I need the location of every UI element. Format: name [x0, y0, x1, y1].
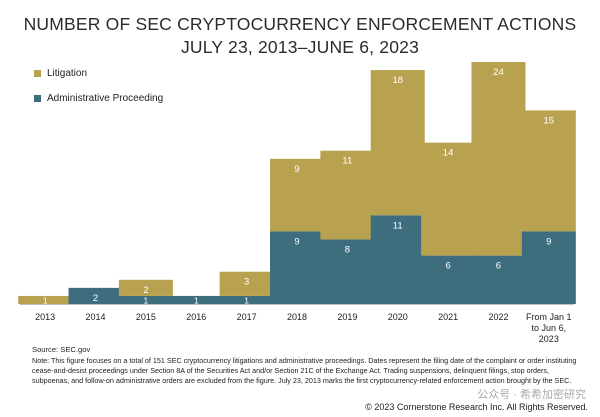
bar-litigation-2019 [320, 150, 375, 240]
bar-litigation-2021 [421, 142, 476, 256]
chart-title: NUMBER OF SEC CRYPTOCURRENCY ENFORCEMENT… [23, 14, 577, 34]
bar-litigation-2015 [118, 279, 173, 296]
bar-litigation-2018 [270, 158, 324, 232]
data-label-litigation-2020: 18 [392, 75, 403, 86]
data-label-litigation-2021: 14 [443, 148, 454, 159]
data-label-administrative-proceeding-2017: 1 [244, 295, 249, 305]
x-tick-label-2018: 2018 [287, 312, 307, 322]
bar-administrative-proceeding-2016 [169, 295, 224, 304]
bar-administrative-proceeding-2015 [118, 295, 173, 304]
x-tick-label-2013: 2013 [35, 312, 55, 322]
data-label-litigation-2022: 24 [493, 67, 504, 78]
x-tick-label-2020: 2020 [388, 312, 408, 322]
bar-administrative-proceeding-from-jan-1-to-jun-6-2023 [521, 231, 576, 304]
data-label-administrative-proceeding-2022: 6 [496, 261, 501, 272]
source-text: Source: SEC.gov [32, 345, 91, 354]
chart-subtitle: JULY 23, 2013–JUNE 6, 2023 [180, 37, 420, 57]
data-label-administrative-proceeding-from-jan-1-to-jun-6-2023: 9 [546, 236, 551, 247]
bar-litigation-2013 [18, 295, 73, 304]
bar-litigation-2020 [370, 70, 425, 216]
data-label-administrative-proceeding-2014: 2 [93, 293, 98, 304]
bar-litigation-from-jan-1-to-jun-6-2023 [521, 110, 576, 232]
data-label-administrative-proceeding-2019: 8 [345, 244, 350, 255]
data-label-administrative-proceeding-2018: 9 [294, 236, 299, 247]
legend-label-litigation: Litigation [47, 67, 88, 79]
x-tick-label-2014: 2014 [86, 312, 106, 322]
watermark-text: 公众号 · 希希加密研究 [477, 389, 586, 401]
bar-administrative-proceeding-2017 [219, 295, 274, 304]
bar-administrative-proceeding-2020 [370, 215, 425, 304]
x-tick-label-2019: 2019 [337, 312, 357, 322]
data-label-litigation-2013: 1 [43, 295, 48, 305]
bar-administrative-proceeding-2022 [471, 255, 526, 304]
bar-chart: 1201322014122015120161320179920188112019… [18, 62, 576, 344]
data-label-litigation-2015: 2 [143, 285, 148, 296]
legend-swatch-administrative [34, 94, 41, 102]
bar-litigation-2022 [471, 62, 526, 256]
bar-administrative-proceeding-2021 [421, 255, 476, 304]
x-tick-label-2016: 2016 [186, 312, 206, 322]
x-tick-label-2015: 2015 [136, 312, 156, 322]
note-text: Note: This figure focuses on a total of … [32, 356, 577, 386]
x-tick-label-2017: 2017 [237, 312, 257, 322]
x-tick-label-2022: 2022 [488, 312, 508, 322]
bar-litigation-2017 [219, 271, 274, 296]
data-label-administrative-proceeding-2021: 6 [445, 261, 450, 272]
legend: Litigation Administrative Proceeding [34, 66, 163, 116]
data-label-litigation-from-jan-1-to-jun-6-2023: 15 [544, 115, 555, 126]
data-label-administrative-proceeding-2020: 11 [393, 220, 403, 231]
data-label-litigation-2019: 11 [342, 156, 352, 167]
legend-item-litigation: Litigation [34, 66, 163, 80]
bar-administrative-proceeding-2018 [270, 231, 324, 304]
bar-administrative-proceeding-2014 [68, 287, 123, 304]
legend-item-administrative: Administrative Proceeding [34, 91, 163, 105]
x-tick-label-2021: 2021 [438, 312, 458, 322]
data-label-administrative-proceeding-2016: 1 [194, 295, 199, 305]
data-label-administrative-proceeding-2015: 1 [144, 295, 149, 305]
bar-administrative-proceeding-2019 [320, 239, 375, 304]
legend-swatch-litigation [34, 69, 41, 77]
copyright-text: © 2023 Cornerstone Research Inc. All Rig… [365, 402, 588, 412]
data-label-litigation-2018: 9 [294, 164, 299, 175]
data-label-litigation-2017: 3 [244, 277, 249, 288]
x-tick-label-from-jan-1-to-jun-6-2023: From Jan 1 to Jun 6, 2023 [526, 312, 572, 344]
legend-label-administrative: Administrative Proceeding [47, 92, 164, 104]
